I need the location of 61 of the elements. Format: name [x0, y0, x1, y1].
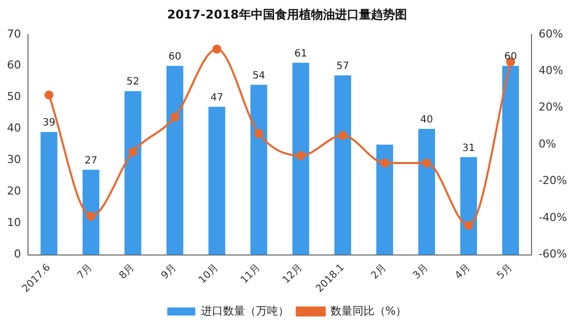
bar — [82, 170, 100, 255]
bar — [40, 132, 58, 255]
x-tick-label: 7月 — [76, 262, 95, 282]
bar — [502, 66, 519, 255]
data-label: 52 — [126, 76, 140, 88]
bar — [334, 75, 352, 255]
bar — [250, 84, 268, 255]
y-tick-label: 50 — [6, 90, 21, 104]
y-tick-label: 0 — [14, 248, 21, 261]
bar — [460, 157, 478, 255]
y2-tick-label: 40% — [538, 64, 564, 77]
point — [380, 158, 390, 168]
y2-tick-label: -40% — [538, 210, 568, 224]
data-label: 54 — [252, 70, 266, 82]
point — [254, 129, 264, 138]
x-tick-label: 3月 — [411, 262, 431, 282]
data-label: 39 — [42, 118, 56, 129]
bar — [124, 91, 142, 255]
x-tick-label: 8月 — [118, 262, 137, 282]
point — [86, 212, 96, 221]
point — [212, 44, 222, 54]
bar — [292, 62, 310, 255]
bar — [208, 106, 226, 255]
y2-tick-label: 0% — [538, 137, 556, 150]
point — [170, 112, 180, 122]
data-label: 40 — [420, 114, 434, 126]
y2-tick-label: 20% — [538, 100, 564, 114]
y2-tick-label: -60% — [538, 248, 568, 261]
data-label: 57 — [336, 60, 350, 72]
y2-tick-label: 60% — [538, 27, 564, 40]
data-label: 31 — [462, 142, 475, 154]
y-tick-label: 30 — [6, 153, 21, 166]
chart-title: 2017-2018年中国食用植物油进口量趋势图 — [167, 7, 407, 22]
point — [128, 147, 138, 156]
bar — [418, 128, 436, 255]
point — [44, 90, 54, 100]
legend-label: 数量同比（%） — [330, 304, 407, 318]
x-tick-label: 5月 — [495, 262, 515, 282]
y-tick-label: 10 — [6, 216, 21, 230]
y-tick-label: 40 — [6, 122, 21, 135]
data-label: 61 — [294, 48, 308, 60]
legend-label: 进口数量（万吨） — [200, 304, 289, 318]
x-tick-label: 9月 — [159, 262, 179, 282]
data-label: 60 — [168, 51, 182, 62]
bar — [376, 144, 394, 255]
y-tick-label: 70 — [6, 27, 21, 40]
data-label: 27 — [84, 155, 98, 166]
y2-tick-label: -20% — [538, 174, 568, 188]
x-tick-label: 4月 — [453, 262, 473, 282]
x-tick-label: 2月 — [369, 262, 389, 282]
bar — [166, 66, 184, 255]
x-tick-label: 10月 — [196, 262, 221, 286]
point — [296, 151, 306, 160]
point — [338, 130, 348, 140]
data-label: 47 — [210, 92, 224, 104]
x-tick-label: 11月 — [238, 262, 263, 286]
y-tick-label: 60 — [6, 58, 21, 72]
y-tick-label: 20 — [6, 184, 21, 198]
point — [464, 220, 474, 230]
point — [422, 158, 432, 168]
x-tick-label: 12月 — [280, 262, 305, 286]
